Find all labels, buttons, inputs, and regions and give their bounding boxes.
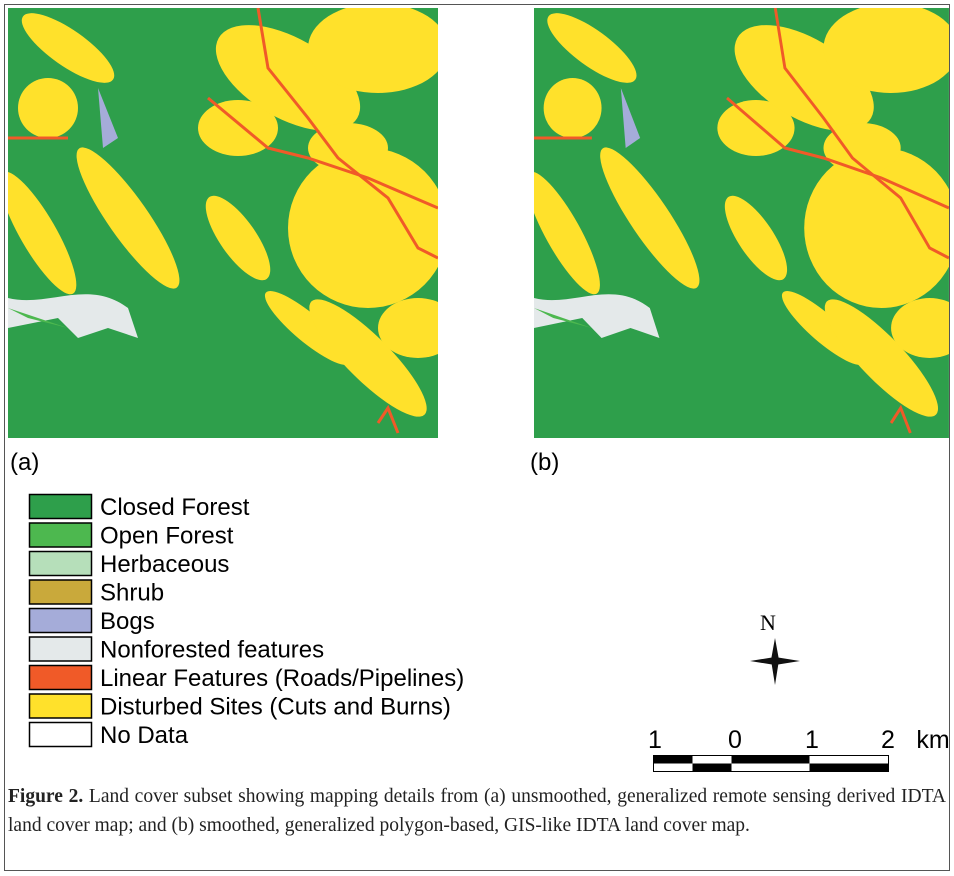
legend-label: Nonforested features (100, 637, 324, 664)
north-label: N (760, 610, 776, 635)
caption-text: Land cover subset showing mapping detail… (8, 786, 946, 836)
legend-swatch (30, 637, 92, 661)
panel-label: (a) (10, 449, 39, 476)
legend-swatch (30, 495, 92, 519)
north-arrow: N (750, 610, 800, 685)
legend-swatch (30, 694, 92, 718)
legend-swatch (30, 723, 92, 747)
legend-label: Herbaceous (100, 551, 229, 578)
legend-swatch (30, 523, 92, 547)
map-a (0, 2, 458, 438)
legend-label: Bogs (100, 608, 155, 635)
legend-label: Open Forest (100, 523, 234, 550)
legend-swatch (30, 609, 92, 633)
scale-label: km (916, 726, 949, 754)
legend-label: Linear Features (Roads/Pipelines) (100, 665, 464, 692)
scale-label: 0 (728, 726, 742, 754)
page: (a) (b) Closed ForestOpen ForestHerbaceo… (0, 0, 954, 876)
legend-label: Disturbed Sites (Cuts and Burns) (100, 694, 451, 721)
legend-swatch (30, 580, 92, 604)
panel-label: (b) (530, 449, 559, 476)
legend-swatch (30, 666, 92, 690)
caption: Figure 2. Land cover subset showing mapp… (8, 782, 946, 840)
figure: (a) (b) Closed ForestOpen ForestHerbaceo… (0, 0, 954, 876)
legend-swatch (30, 552, 92, 576)
scale-label: 1 (648, 726, 662, 754)
legend-label: No Data (100, 722, 189, 749)
legend-label: Shrub (100, 580, 164, 607)
scale-label: 2 (881, 726, 895, 754)
legend-label: Closed Forest (100, 494, 250, 521)
compass (750, 638, 800, 685)
map-b (514, 2, 954, 438)
scale-label: 1 (805, 726, 819, 754)
scale-bar: 1 0 1 2 km (648, 726, 950, 772)
caption-label: Figure 2. (8, 786, 83, 807)
